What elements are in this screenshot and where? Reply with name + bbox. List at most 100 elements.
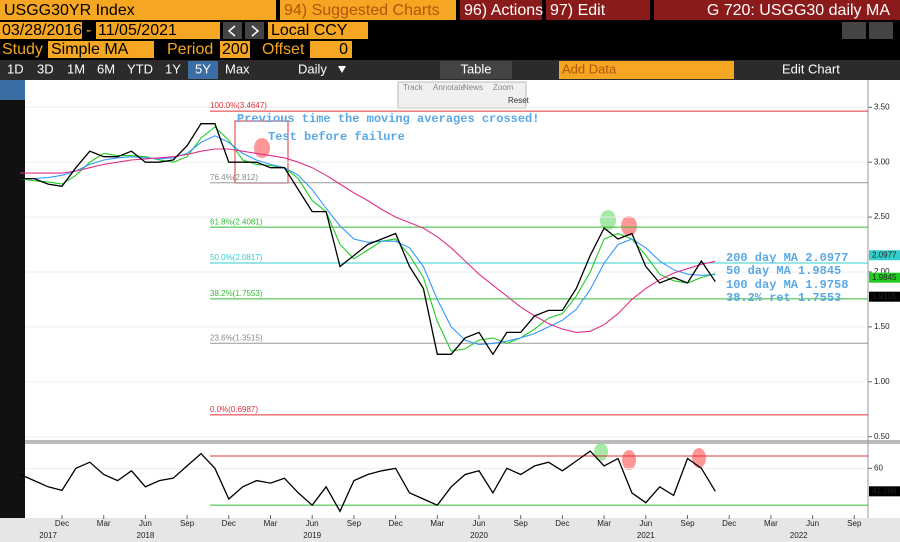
value-tag-label: 41.286 [872, 486, 897, 495]
y-tick-label: 3.50 [874, 102, 890, 111]
value-tag [869, 250, 900, 261]
reset[interactable]: Reset [508, 96, 530, 105]
frequency[interactable]: Daily [298, 61, 327, 76]
study-label: Study [2, 41, 43, 58]
year-label: 2017 [39, 531, 57, 540]
tool[interactable]: Annotate [433, 83, 466, 92]
x-axis-bg [0, 518, 900, 542]
currency[interactable]: Local CCY [271, 22, 348, 39]
value-tag-label: 1.9845 [872, 273, 897, 282]
ticker-box[interactable] [0, 0, 276, 20]
x-tick-label: Mar [764, 519, 778, 528]
next-icon [251, 25, 260, 37]
add-data-box[interactable] [559, 61, 734, 79]
tool[interactable]: Track [403, 83, 424, 92]
tool[interactable]: Zoom [493, 83, 514, 92]
y-tick-label: 60 [874, 463, 883, 472]
range-button[interactable]: 5Y [195, 61, 211, 76]
level-label: 100.0%(3.4647) [210, 101, 267, 110]
tools-box [397, 81, 527, 109]
suggested-box[interactable] [280, 0, 456, 20]
series-line [20, 123, 716, 356]
marker-red [622, 450, 636, 470]
level-label: 23.6%(1.3515) [210, 333, 263, 342]
add-data[interactable]: Add Data [562, 61, 617, 76]
annotation: 200 day MA 2.0977 [726, 251, 848, 265]
year-label: 2018 [137, 531, 155, 540]
x-tick-label: Sep [514, 519, 529, 528]
x-tick-label: Dec [388, 519, 402, 528]
series-line [20, 135, 716, 346]
x-tick-label: Jun [139, 519, 152, 528]
period-label: Period [167, 41, 213, 58]
actions[interactable]: 96) Actions [464, 2, 543, 19]
y-tick-label: 1.50 [874, 322, 890, 331]
value-tag-label: 1.9115 [872, 292, 896, 301]
range-button[interactable]: 3D [37, 61, 54, 76]
panel-divider [25, 440, 900, 444]
value-tag [869, 291, 900, 302]
series-line [20, 126, 716, 352]
x-tick-label: Sep [180, 519, 195, 528]
offset[interactable]: 0 [339, 41, 348, 58]
study-box[interactable] [48, 41, 154, 58]
range-button[interactable]: 1Y [165, 61, 181, 76]
x-tick-label: Mar [264, 519, 278, 528]
series-line [20, 450, 716, 513]
range-button[interactable]: 1M [67, 61, 85, 76]
table[interactable]: Table [460, 61, 491, 76]
edit-chart[interactable]: Edit Chart [782, 61, 840, 76]
next-btn[interactable] [245, 22, 264, 39]
chart-name-box [654, 0, 900, 20]
level-label: 76.4%(2.812) [210, 173, 258, 182]
marker-green [600, 210, 616, 230]
y-tick-label: 2.50 [874, 212, 890, 221]
currency-box[interactable] [268, 22, 368, 39]
ticker[interactable]: USGG30YR Index [4, 2, 135, 19]
study[interactable]: Simple MA [51, 41, 129, 58]
level-label: 50.0%(2.0817) [210, 253, 263, 262]
end-date-box[interactable] [96, 22, 220, 39]
end-date[interactable]: 11/05/2021 [98, 22, 177, 39]
tool[interactable]: News [463, 83, 483, 92]
suggested[interactable]: 94) Suggested Charts [284, 2, 440, 19]
x-tick-label: Dec [555, 519, 569, 528]
range-button[interactable]: YTD [127, 61, 153, 76]
y-tick-label: 0.50 [874, 432, 890, 441]
edit-box[interactable] [546, 0, 650, 20]
prev-icon [227, 25, 236, 37]
redo-btn[interactable] [869, 22, 893, 39]
x-tick-label: Jun [639, 519, 652, 528]
period[interactable]: 200 [222, 41, 249, 58]
value-tag-label: 2.0977 [872, 250, 897, 259]
x-tick-label: Sep [347, 519, 362, 528]
actions-box[interactable] [460, 0, 542, 20]
prev-btn[interactable] [223, 22, 242, 39]
start-date-box[interactable] [0, 22, 82, 39]
range-button[interactable]: Max [225, 61, 250, 76]
annotation: Test before failure [268, 130, 405, 144]
sidebar-active[interactable] [0, 80, 25, 100]
range-button[interactable]: 6M [97, 61, 115, 76]
undo-btn[interactable] [842, 22, 866, 39]
x-tick-label: Dec [222, 519, 236, 528]
x-tick-label: Sep [847, 519, 862, 528]
year-label: 2022 [790, 531, 808, 540]
year-label: 2019 [303, 531, 321, 540]
x-tick-label: Sep [680, 519, 695, 528]
start-date[interactable]: 03/28/2016 [2, 22, 82, 39]
offset-box[interactable] [310, 41, 352, 58]
period-box[interactable] [220, 41, 250, 58]
annotation: Previous time the moving averages crosse… [237, 112, 539, 126]
x-tick-label: Jun [473, 519, 486, 528]
y-tick-label: 3.00 [874, 157, 890, 166]
sidebar [0, 80, 25, 518]
x-tick-label: Jun [806, 519, 819, 528]
edit[interactable]: 97) Edit [550, 2, 606, 19]
value-tag [869, 272, 900, 283]
offset-label: Offset [262, 41, 305, 58]
table-btn[interactable] [440, 61, 512, 79]
range-button[interactable]: 1D [7, 61, 24, 76]
annotation: 100 day MA 1.9758 [726, 278, 848, 292]
